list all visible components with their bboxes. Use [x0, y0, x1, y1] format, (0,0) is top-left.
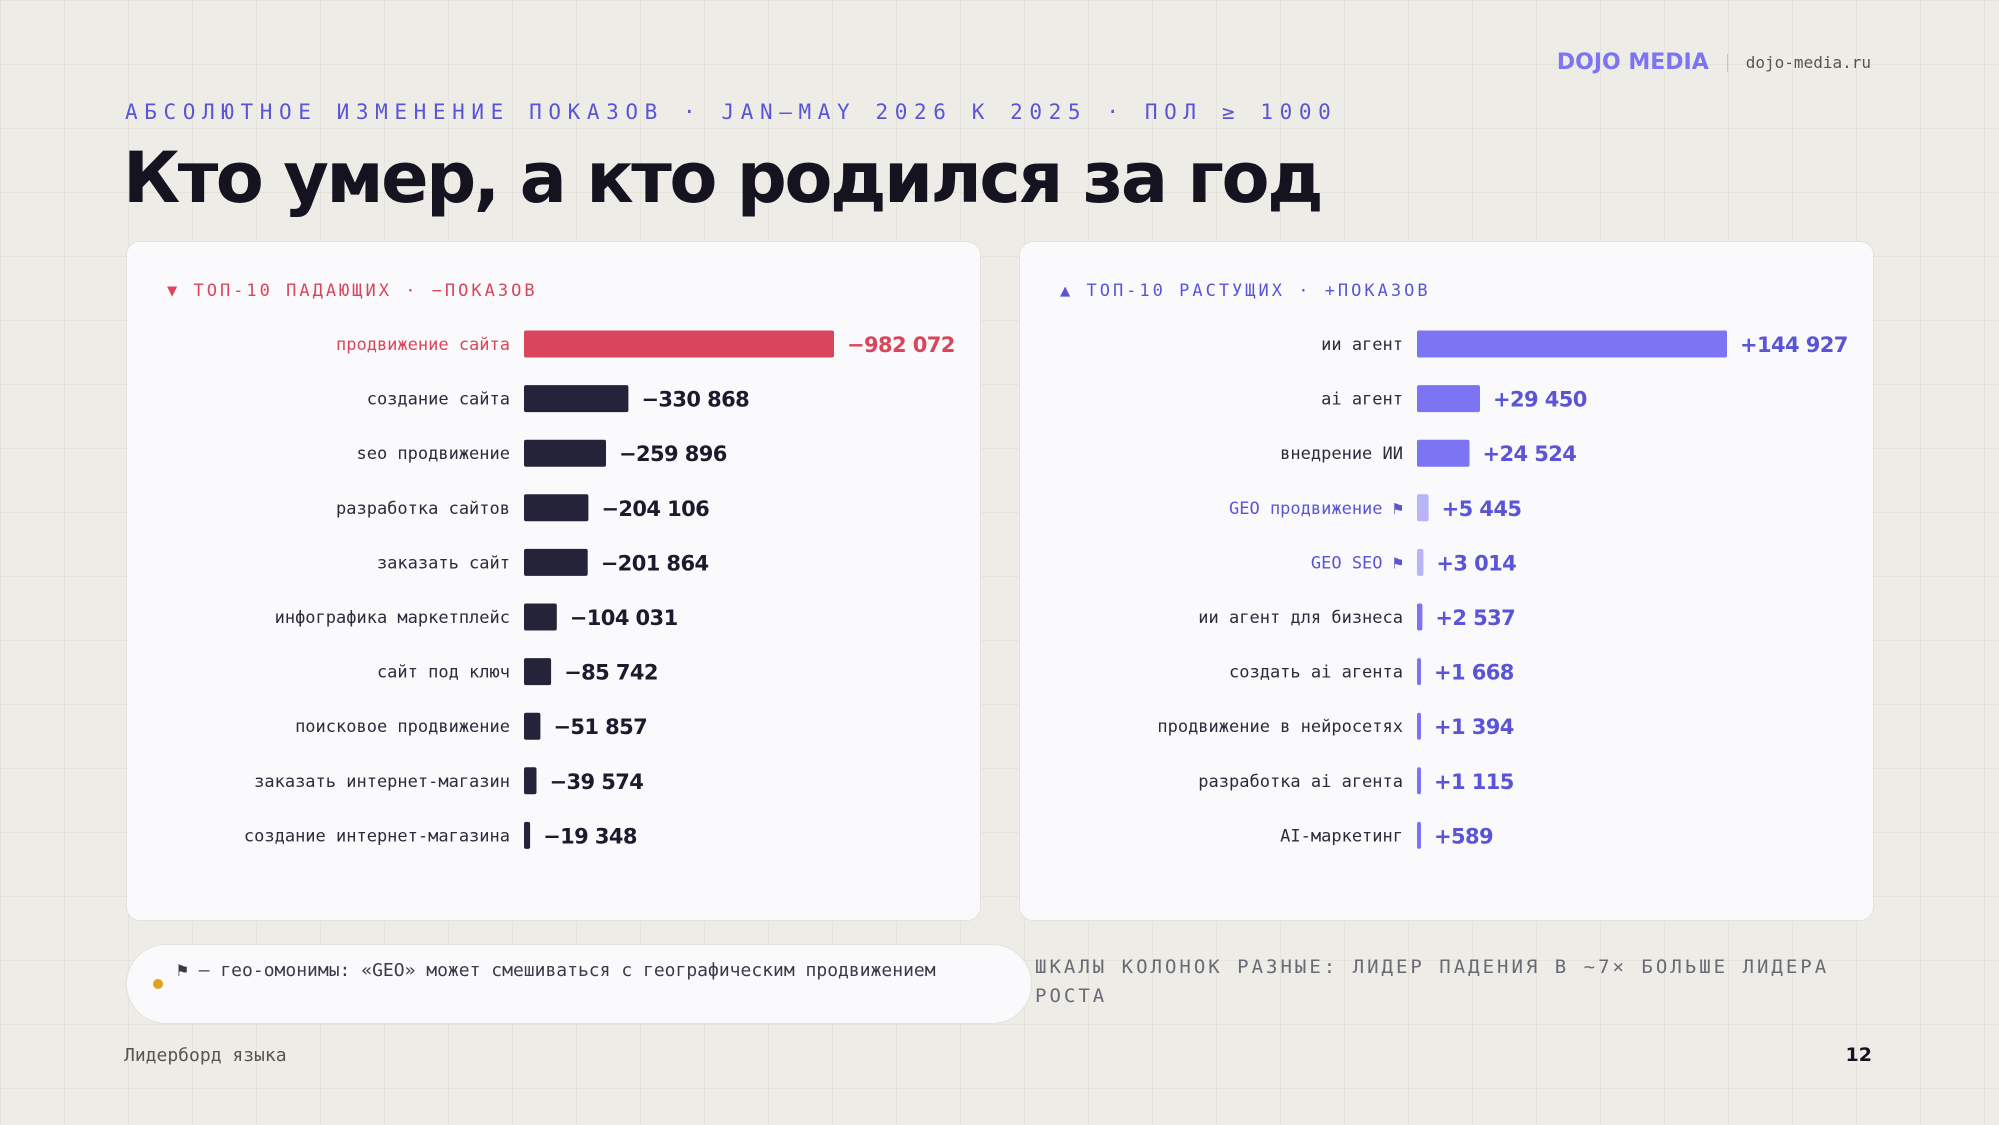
- brand-divider: [1726, 53, 1728, 72]
- rise-category-label: AI-маркетинг: [1280, 826, 1403, 846]
- rise-bar: [1417, 658, 1421, 686]
- rise-value-label: +589: [1434, 824, 1493, 848]
- rise-bar: [1417, 548, 1424, 576]
- rise-bar: [1417, 821, 1421, 849]
- scale-note: ШКАЛЫ КОЛОНОК РАЗНЫЕ: ЛИДЕР ПАДЕНИЯ В ~7…: [1035, 956, 1830, 1007]
- fall-bar: [524, 439, 606, 467]
- fall-bar: [524, 330, 834, 358]
- rise-value-label: +1 394: [1434, 715, 1514, 739]
- fall-category-label: сайт под ключ: [377, 663, 510, 683]
- rise-bar: [1417, 767, 1421, 795]
- fall-bar: [524, 603, 557, 631]
- fall-bar: [524, 385, 629, 413]
- fall-category-label: заказать сайт: [377, 553, 510, 573]
- rise-value-label: +29 450: [1493, 388, 1587, 412]
- fall-category-label: заказать интернет-магазин: [254, 772, 510, 792]
- brand-url[interactable]: dojo-media.ru: [1745, 53, 1871, 72]
- fall-value-label: −204 106: [601, 497, 709, 521]
- fall-value-label: −330 868: [641, 388, 749, 412]
- note-dot: [153, 979, 163, 989]
- rise-category-label: создать ai агента: [1229, 663, 1403, 683]
- fall-bar: [524, 548, 588, 576]
- fall-bar: [524, 767, 537, 795]
- page-title: Кто умер, а кто родился за год: [123, 137, 1324, 219]
- fall-value-label: −104 031: [570, 606, 678, 630]
- rise-value-label: +1 668: [1434, 661, 1514, 685]
- rise-value-label: +1 115: [1434, 770, 1514, 794]
- fall-value-label: −39 574: [550, 770, 644, 794]
- fall-value-label: −51 857: [553, 715, 647, 739]
- fall-category-label: инфографика маркетплейс: [275, 608, 510, 628]
- fall-category-label: поисковое продвижение: [295, 717, 510, 737]
- rising-chart-card: ▲ ТОП-10 РАСТУЩИХ · +ПОКАЗОВ ии агент +14…: [1019, 241, 1874, 921]
- rise-category-label: ai агент: [1321, 390, 1403, 410]
- rise-category-label: GEO продвижение ⚑: [1229, 499, 1403, 519]
- rise-bar: [1417, 494, 1429, 522]
- rise-bar: [1417, 385, 1480, 413]
- rise-value-label: +24 524: [1483, 442, 1577, 466]
- fall-category-label: создание интернет-магазина: [244, 826, 510, 846]
- rise-value-label: +3 014: [1436, 551, 1516, 575]
- rise-category-label: ии агент для бизнеса: [1198, 608, 1403, 628]
- fall-bar: [524, 712, 541, 740]
- rising-chart-header: ▲ ТОП-10 РАСТУЩИХ · +ПОКАЗОВ: [1060, 281, 1431, 301]
- page-number: 12: [1845, 1044, 1872, 1066]
- geo-note-text: ⚑ — гео-омонимы: «GEO» может смешиваться…: [177, 960, 936, 981]
- fall-category-label: продвижение сайта: [336, 335, 510, 355]
- fall-category-label: создание сайта: [367, 390, 510, 410]
- rise-bar: [1417, 603, 1423, 631]
- fall-value-label: −201 864: [601, 551, 709, 575]
- rising-chart: ии агент +144 927 ai агент +29 450 внедрение…: [1157, 330, 1848, 849]
- brand: DOJO MEDIA dojo-media.ru: [1557, 50, 1871, 75]
- rise-value-label: +5 445: [1442, 497, 1522, 521]
- falling-chart-card: ▼ ТОП-10 ПАДАЮЩИХ · −ПОКАЗОВ продвижение…: [126, 241, 981, 921]
- fall-bar: [524, 494, 589, 522]
- fall-value-label: −19 348: [543, 824, 637, 848]
- fall-bar: [524, 658, 552, 686]
- falling-chart: продвижение сайта −982 072 создание сайта −…: [244, 330, 955, 849]
- fall-value-label: −982 072: [847, 333, 955, 357]
- fall-category-label: разработка сайтов: [336, 499, 510, 519]
- rise-value-label: +2 537: [1435, 606, 1515, 630]
- rise-value-label: +144 927: [1740, 333, 1848, 357]
- fall-value-label: −85 742: [564, 661, 658, 685]
- brand-name: DOJO MEDIA: [1556, 50, 1709, 75]
- kicker: АБСОЛЮТНОЕ ИЗМЕНЕНИЕ ПОКАЗОВ · JAN–MAY 2…: [125, 100, 1338, 124]
- rise-category-label: GEO SEO ⚑: [1311, 553, 1403, 573]
- rise-category-label: продвижение в нейросетях: [1157, 717, 1403, 737]
- rise-bar: [1417, 439, 1470, 467]
- rise-bar: [1417, 330, 1727, 358]
- rise-category-label: разработка ai агента: [1198, 772, 1403, 792]
- fall-bar: [524, 821, 531, 849]
- rise-category-label: внедрение ИИ: [1280, 444, 1403, 464]
- geo-note: ⚑ — гео-омонимы: «GEO» может смешиваться…: [126, 944, 1032, 1024]
- fall-value-label: −259 896: [619, 442, 727, 466]
- footer-section: Лидерборд языка: [124, 1045, 287, 1066]
- rise-bar: [1417, 712, 1421, 740]
- rise-category-label: ии агент: [1321, 335, 1403, 355]
- fall-category-label: seo продвижение: [356, 444, 510, 464]
- falling-chart-header: ▼ ТОП-10 ПАДАЮЩИХ · −ПОКАЗОВ: [167, 281, 538, 301]
